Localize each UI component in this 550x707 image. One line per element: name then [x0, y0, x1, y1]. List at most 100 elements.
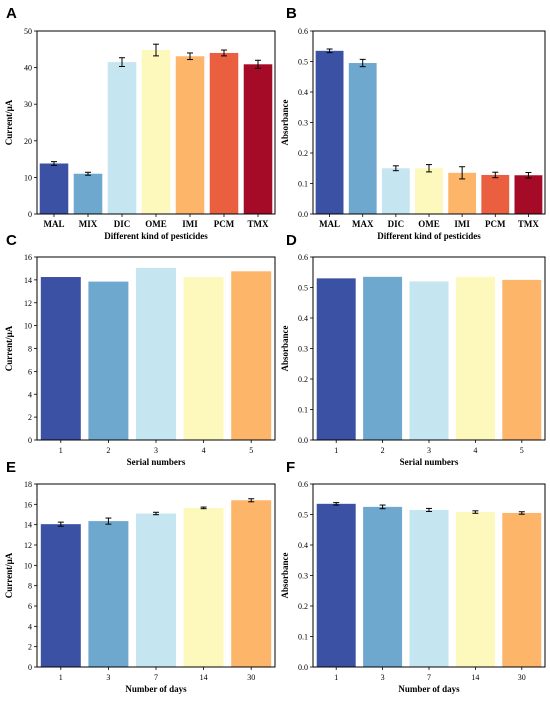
y-tick-label: 0.4	[298, 314, 308, 323]
y-tick-label: 6	[28, 602, 32, 611]
y-tick-label: 0	[28, 663, 32, 672]
y-tick-label: 14	[24, 276, 32, 285]
x-tick-label: 3	[106, 673, 110, 682]
bar	[315, 50, 344, 215]
x-tick-label: 30	[247, 673, 255, 682]
y-tick-label: 16	[24, 500, 32, 509]
bar	[231, 500, 272, 667]
bar	[381, 168, 410, 214]
panel-e: E 1 3 7 14 30 0 2 4 6 8 10 12 14 16 18 Number of days Cur…	[4, 459, 276, 694]
y-tick-label: 0.1	[298, 406, 308, 415]
y-axis-label: Absorbance	[280, 99, 290, 145]
x-tick-label: OME	[418, 219, 440, 229]
bar	[209, 52, 239, 215]
y-axis-label: Current/μA	[4, 99, 14, 145]
y-axis-label: Absorbance	[280, 325, 290, 371]
x-tick-label: DIC	[114, 219, 131, 229]
y-tick-label: 10	[24, 322, 32, 331]
axes-frame	[312, 483, 546, 668]
x-tick-label: MIX	[79, 219, 98, 229]
y-tick-label: 0	[28, 210, 32, 219]
bar	[175, 56, 205, 215]
bar	[316, 503, 356, 667]
bar	[415, 168, 443, 214]
x-axis-label: Number of days	[125, 684, 187, 694]
y-tick-label: 12	[24, 299, 32, 308]
y-axis-label: Absorbance	[280, 552, 290, 598]
x-tick-label: 7	[154, 673, 158, 682]
panel-d: D 1 2 3 4 5 0.0 0.1 0.2 0.3 0.4 0.5 0.6 Serial number…	[280, 232, 546, 467]
y-tick-label: 20	[24, 137, 32, 146]
y-tick-label: 0.5	[298, 58, 308, 67]
y-tick-label: 0.4	[298, 88, 308, 97]
x-tick-label: 1	[334, 673, 338, 682]
x-tick-label: 14	[200, 673, 208, 682]
x-tick-label: MAL	[319, 219, 340, 229]
y-tick-label: 14	[24, 521, 32, 530]
bar	[107, 62, 137, 214]
x-tick-label: IMI	[454, 219, 470, 229]
y-tick-label: 8	[28, 582, 32, 591]
bar	[448, 172, 477, 214]
bar	[231, 271, 272, 440]
y-tick-label: 0.6	[298, 27, 308, 36]
y-tick-label: 0.5	[298, 511, 308, 520]
x-tick-label: TMX	[248, 219, 269, 229]
x-axis-label: Different kind of pesticides	[377, 231, 481, 241]
bar	[141, 50, 171, 215]
bar	[316, 278, 356, 440]
bar	[40, 524, 81, 667]
y-tick-label: 0.5	[298, 284, 308, 293]
bar	[455, 276, 495, 440]
y-tick-label: 0	[28, 436, 32, 445]
y-tick-label: 4	[28, 390, 32, 399]
bar	[481, 174, 510, 214]
x-axis-label: Number of days	[398, 684, 460, 694]
panel-letter: C	[6, 232, 17, 249]
y-tick-label: 50	[24, 27, 32, 36]
bar	[73, 173, 103, 214]
y-axis-label: Current/μA	[4, 325, 14, 371]
x-tick-label: 4	[202, 446, 206, 455]
x-tick-label: IMI	[182, 219, 198, 229]
x-tick-label: 4	[473, 446, 477, 455]
y-tick-label: 4	[28, 622, 32, 631]
x-tick-label: 5	[249, 446, 253, 455]
x-axis-label: Different kind of pesticides	[104, 231, 208, 241]
bar	[514, 175, 543, 214]
y-tick-label: 0.2	[298, 602, 308, 611]
x-tick-label: MAL	[44, 219, 65, 229]
bar	[88, 521, 129, 667]
x-tick-label: 14	[471, 673, 479, 682]
y-tick-label: 12	[24, 541, 32, 550]
bar	[409, 281, 449, 440]
y-tick-label: 2	[28, 413, 32, 422]
bar	[40, 277, 81, 440]
y-tick-label: 0.2	[298, 375, 308, 384]
bar	[88, 281, 129, 440]
x-axis-label: Serial numbers	[127, 457, 186, 467]
bar	[243, 64, 273, 214]
x-tick-label: 2	[106, 446, 110, 455]
y-axis-label: Current/μA	[4, 552, 14, 598]
y-tick-label: 6	[28, 367, 32, 376]
panel-letter: F	[286, 459, 295, 476]
panel-a: A MAL MIX DIC OME IMI PCM TMX 0 10 20 30 40 50 Differe…	[4, 5, 276, 241]
x-axis-label: Serial numbers	[400, 457, 459, 467]
bar	[363, 506, 403, 667]
y-tick-label: 10	[24, 173, 32, 182]
bar	[136, 513, 176, 667]
y-tick-label: 0.0	[298, 436, 308, 445]
bar	[363, 276, 403, 440]
y-tick-label: 0.0	[298, 210, 308, 219]
x-tick-label: 3	[381, 673, 385, 682]
bar	[502, 512, 542, 667]
x-tick-label: TMX	[518, 219, 539, 229]
y-tick-label: 0.4	[298, 541, 308, 550]
y-tick-label: 18	[24, 480, 32, 489]
bar	[183, 507, 224, 667]
x-tick-label: PCM	[214, 219, 235, 229]
y-tick-label: 0.1	[298, 180, 308, 189]
x-tick-label: 5	[520, 446, 524, 455]
